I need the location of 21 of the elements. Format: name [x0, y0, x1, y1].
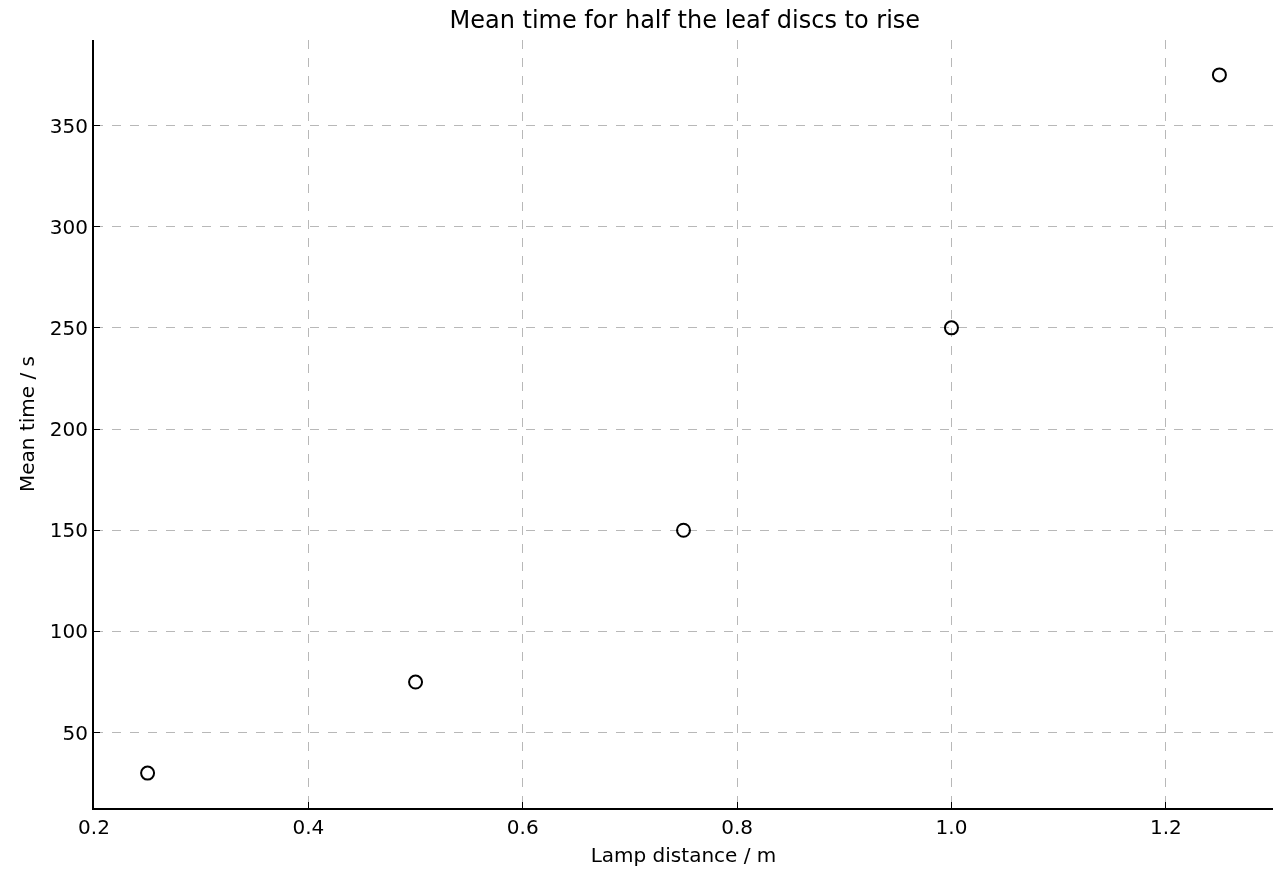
y-axis-title: Mean time / s: [14, 356, 39, 492]
point: [676, 522, 691, 538]
y-tick-label: 250: [49, 315, 88, 340]
y-tick-label: 200: [49, 417, 88, 442]
y-tick-label: 350: [49, 113, 88, 138]
x-tick-label: 0.4: [292, 815, 325, 839]
x-tick-label: 0.6: [506, 815, 539, 839]
x-tick-label: 1.2: [1149, 815, 1182, 839]
x-axis-title: Lamp distance / m: [590, 843, 777, 867]
chart-title: Mean time for half the leaf discs to rise: [449, 5, 921, 34]
point: [1211, 67, 1227, 83]
y-tick-label: 300: [49, 214, 88, 239]
y-tick-label: 150: [49, 518, 88, 543]
x-tick-label: 0.2: [78, 815, 110, 839]
y-tick-label: 100: [49, 619, 88, 644]
x-tick-label: 0.8: [721, 815, 753, 839]
point: [943, 320, 959, 336]
point: [140, 765, 156, 781]
y-tick-label: 50: [62, 720, 88, 745]
x-tick-label: 1.0: [935, 815, 968, 839]
point: [408, 674, 424, 690]
